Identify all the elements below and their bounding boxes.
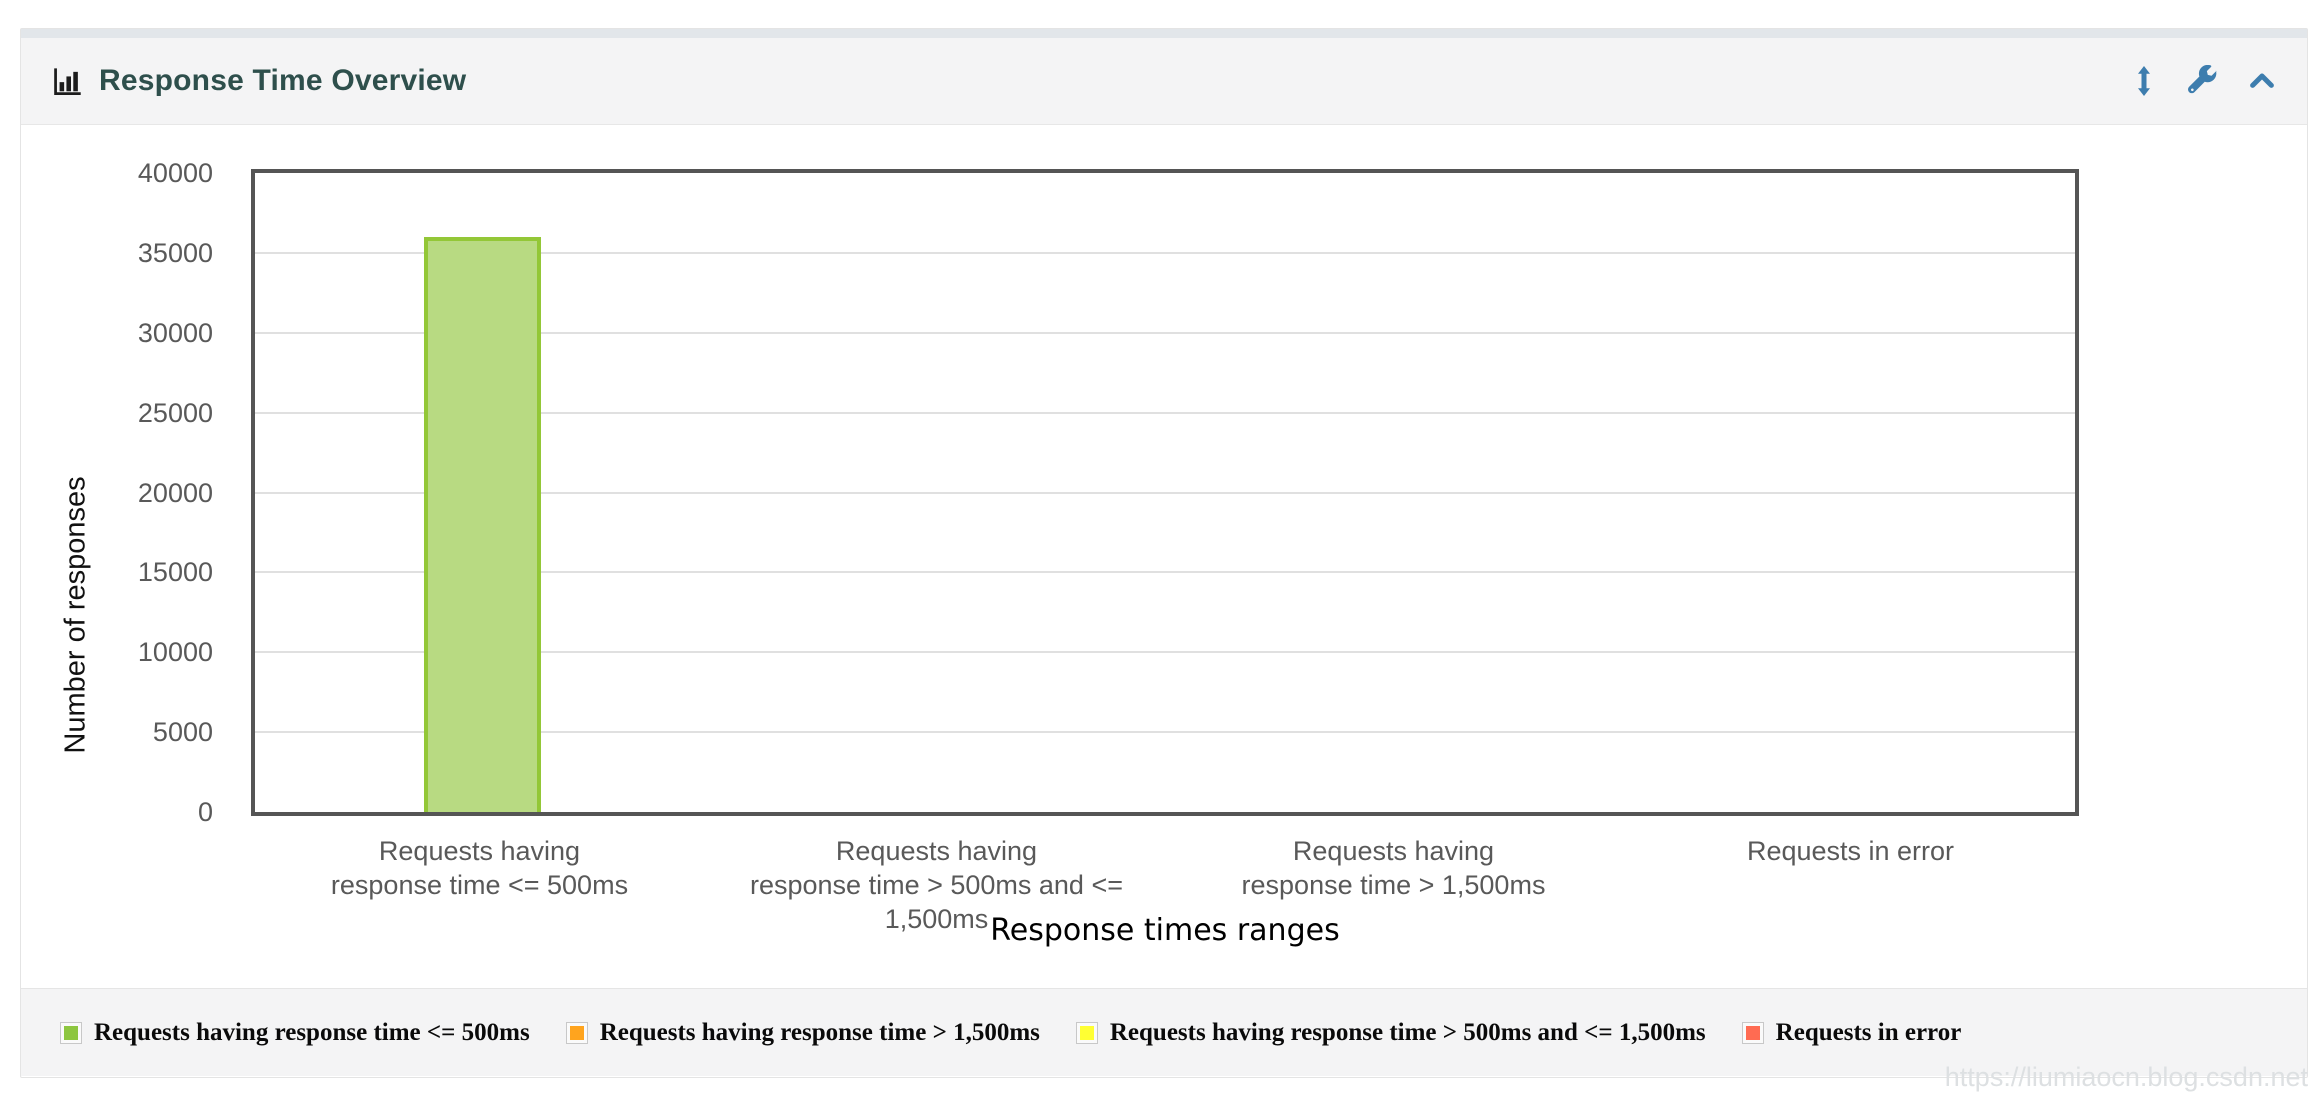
x-category-label: Requests having response time <= 500ms: [330, 836, 629, 900]
legend-item[interactable]: Requests having response time <= 500ms: [61, 1019, 530, 1047]
wrench-icon[interactable]: [2187, 65, 2219, 97]
gridline: [255, 651, 2075, 654]
header-actions: [2129, 64, 2277, 98]
response-time-overview-panel: Response Time Overview: [20, 28, 2308, 1078]
y-tick-label: 30000: [137, 317, 213, 348]
x-category-label: Requests having response time > 1,500ms: [1241, 836, 1546, 900]
y-tick-label: 20000: [137, 477, 213, 508]
collapse-chevron-icon[interactable]: [2247, 66, 2277, 96]
chart-area: Number of responses 0 5000 10000 15000 20000…: [21, 125, 2307, 988]
y-tick-label: 5000: [152, 717, 213, 748]
panel-title: Response Time Overview: [99, 64, 467, 97]
legend-label: Requests having response time <= 500ms: [94, 1018, 530, 1046]
y-tick-label: 10000: [137, 637, 213, 668]
legend-swatch-icon: [1742, 1022, 1763, 1043]
y-tick-label: 15000: [137, 557, 213, 588]
y-tick-label: 35000: [137, 237, 213, 268]
panel-top-strip: [21, 29, 2307, 38]
gridline: [255, 251, 2075, 254]
gridline: [255, 731, 2075, 734]
resize-vertical-icon[interactable]: [2129, 64, 2159, 98]
y-tick-label: 40000: [137, 158, 213, 188]
plot-area: [251, 169, 2079, 816]
x-axis-title: Response times ranges: [990, 913, 1340, 948]
gridline: [255, 331, 2075, 334]
chart-bar[interactable]: [424, 236, 541, 812]
chart-legend: Requests having response time <= 500ms Re…: [21, 988, 2307, 1076]
legend-item[interactable]: Requests having response time > 1,500ms: [566, 1018, 1040, 1047]
watermark: https://liumiaocn.blog.csdn.net: [1944, 1062, 2308, 1092]
legend-item[interactable]: Requests having response time > 500ms an…: [1076, 1018, 1706, 1047]
panel-header: Response Time Overview: [21, 38, 2307, 125]
legend-label: Requests having response time > 500ms an…: [1109, 1018, 1706, 1046]
legend-label: Requests in error: [1775, 1018, 1962, 1046]
gridline: [255, 571, 2075, 574]
legend-swatch-icon: [566, 1022, 587, 1043]
x-category-label: Requests in error: [1746, 836, 1955, 866]
legend-item[interactable]: Requests in error: [1742, 1018, 1962, 1047]
legend-label: Requests having response time > 1,500ms: [599, 1018, 1040, 1046]
bar-chart-icon: [51, 65, 83, 97]
legend-swatch-icon: [61, 1022, 81, 1043]
x-axis-labels: Requests having response time <= 500ms Req…: [251, 834, 2079, 936]
y-tick-label: 0: [197, 797, 213, 827]
x-category-label: Requests having response time > 500ms and…: [750, 836, 1123, 934]
legend-swatch-icon: [1076, 1022, 1097, 1043]
gridline: [255, 491, 2075, 494]
gridline: [255, 411, 2075, 414]
y-axis-title: Number of responses: [59, 476, 92, 754]
y-tick-label: 25000: [137, 397, 213, 428]
